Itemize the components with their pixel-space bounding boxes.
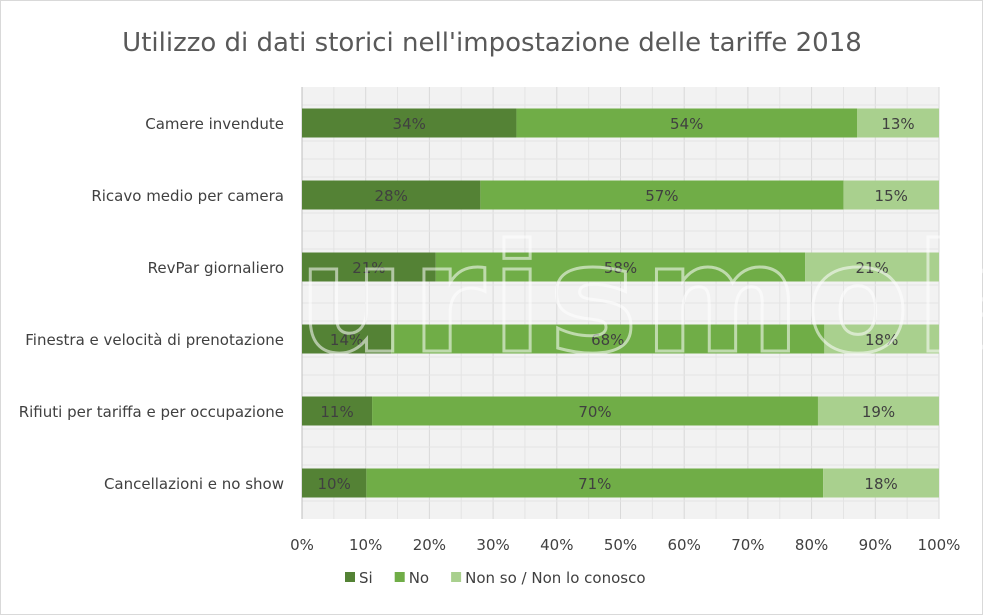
x-tick-label: 0%	[290, 536, 314, 554]
chart-title: Utilizzo di dati storici nell'impostazio…	[122, 28, 862, 58]
category-label: Camere invendute	[145, 115, 284, 133]
data-label: 18%	[864, 475, 897, 493]
bar-segment	[302, 108, 517, 138]
bar-segment	[857, 108, 939, 138]
bar-segment	[805, 252, 939, 282]
data-label: 68%	[591, 331, 624, 349]
data-label: 21%	[352, 259, 385, 277]
bar-segment	[817, 396, 939, 426]
data-label: 21%	[855, 259, 888, 277]
bar-segment	[480, 180, 844, 210]
legend-swatch	[451, 572, 462, 582]
data-label: 14%	[330, 331, 363, 349]
x-tick-labels: 0% 10% 20% 30% 40% 50% 60% 70% 80% 90% 100%	[290, 536, 960, 554]
bar-segment	[302, 180, 481, 210]
data-label: 58%	[604, 259, 637, 277]
bar-segment	[843, 180, 939, 210]
legend-swatch	[345, 572, 355, 582]
bar-segment	[391, 324, 825, 354]
bar-segment	[823, 468, 939, 498]
bars: 34% 54% 13% 28% 57% 15% 21% 58% 21% 14% 68% 18% 11% 7…	[302, 108, 939, 498]
data-label: 13%	[881, 115, 914, 133]
data-label: 28%	[375, 187, 408, 205]
data-label: 71%	[578, 475, 611, 493]
data-label: 70%	[578, 403, 611, 421]
category-label: Rifiuti per tariffa e per occupazione	[19, 403, 284, 421]
x-tick-label: 30%	[476, 536, 509, 554]
legend-label: No	[409, 569, 429, 587]
x-tick-label: 70%	[731, 536, 764, 554]
category-label: RevPar giornaliero	[148, 259, 284, 277]
data-label: 19%	[862, 403, 895, 421]
x-tick-label: 50%	[604, 536, 637, 554]
bar-segment	[824, 324, 939, 354]
legend-label: Si	[359, 569, 373, 587]
bar-segment	[302, 468, 367, 498]
data-label: 54%	[670, 115, 703, 133]
watermark-logo: turismok	[219, 212, 983, 389]
x-tick-label: 90%	[859, 536, 892, 554]
x-tick-label: 60%	[668, 536, 701, 554]
x-tick-label: 10%	[349, 536, 382, 554]
watermark-text: turismok	[221, 213, 983, 387]
bar-segment	[302, 252, 436, 282]
legend-label: Non so / Non lo conosco	[465, 569, 645, 587]
data-label: 11%	[320, 403, 353, 421]
bar-segment	[516, 108, 858, 138]
category-label: Cancellazioni e no show	[104, 475, 284, 493]
x-tick-label: 100%	[918, 536, 961, 554]
bar-segment	[372, 396, 818, 426]
category-label: Finestra e velocità di prenotazione	[25, 331, 284, 349]
x-tick-label: 80%	[795, 536, 828, 554]
bar-segment	[302, 396, 373, 426]
bar-segment	[302, 324, 392, 354]
data-label: 10%	[317, 475, 350, 493]
x-tick-label: 20%	[413, 536, 446, 554]
legend-swatch	[394, 572, 405, 582]
category-labels: Camere invendute Ricavo medio per camera R…	[19, 115, 284, 493]
data-label: 15%	[875, 187, 908, 205]
data-label: 57%	[645, 187, 678, 205]
category-label: Ricavo medio per camera	[91, 187, 284, 205]
legend: Si No Non so / Non lo conosco	[345, 569, 646, 587]
bar-segment	[366, 468, 824, 498]
data-label: 18%	[865, 331, 898, 349]
x-tick-label: 40%	[540, 536, 573, 554]
data-label: 34%	[393, 115, 426, 133]
bar-segment	[435, 252, 806, 282]
